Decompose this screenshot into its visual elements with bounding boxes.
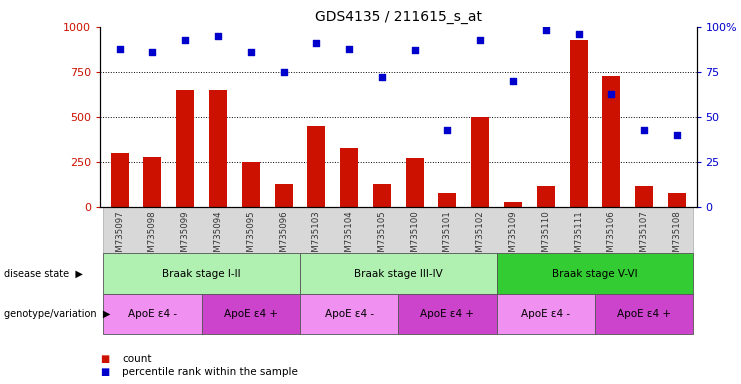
Point: [212, 33, 224, 39]
Title: GDS4135 / 211615_s_at: GDS4135 / 211615_s_at: [315, 10, 482, 25]
Text: ApoE ε4 +: ApoE ε4 +: [420, 309, 474, 319]
Point: [540, 27, 552, 33]
Point: [605, 91, 617, 97]
Point: [442, 127, 453, 133]
Point: [343, 45, 355, 51]
Bar: [602, 76, 620, 207]
Point: [638, 127, 650, 133]
Text: disease state  ▶: disease state ▶: [4, 268, 82, 279]
Text: genotype/variation  ▶: genotype/variation ▶: [4, 309, 110, 319]
Text: count: count: [122, 354, 152, 364]
Text: ■: ■: [100, 367, 109, 377]
Text: ApoE ε4 +: ApoE ε4 +: [224, 309, 278, 319]
Bar: [275, 184, 293, 207]
Bar: [471, 117, 489, 207]
Text: Braak stage I-II: Braak stage I-II: [162, 268, 241, 279]
Bar: [308, 126, 325, 207]
Text: percentile rank within the sample: percentile rank within the sample: [122, 367, 298, 377]
Bar: [536, 186, 555, 207]
Bar: [110, 153, 129, 207]
Point: [507, 78, 519, 84]
Text: Braak stage V-VI: Braak stage V-VI: [552, 268, 638, 279]
Text: ApoE ε4 +: ApoE ε4 +: [617, 309, 671, 319]
Text: ApoE ε4 -: ApoE ε4 -: [128, 309, 177, 319]
Point: [278, 69, 290, 75]
Point: [245, 49, 256, 55]
Text: ApoE ε4 -: ApoE ε4 -: [521, 309, 571, 319]
Bar: [439, 193, 456, 207]
Bar: [242, 162, 260, 207]
Text: ■: ■: [100, 354, 109, 364]
Point: [114, 45, 126, 51]
Text: Braak stage III-IV: Braak stage III-IV: [354, 268, 442, 279]
Bar: [668, 193, 686, 207]
Point: [310, 40, 322, 46]
Point: [573, 31, 585, 37]
Point: [409, 47, 421, 53]
Bar: [405, 158, 424, 207]
Point: [147, 49, 159, 55]
Bar: [176, 90, 194, 207]
Point: [474, 36, 486, 43]
Bar: [209, 90, 227, 207]
Point: [179, 36, 191, 43]
Point: [376, 74, 388, 81]
Bar: [144, 157, 162, 207]
Bar: [340, 148, 358, 207]
Bar: [373, 184, 391, 207]
Bar: [570, 40, 588, 207]
Text: ApoE ε4 -: ApoE ε4 -: [325, 309, 373, 319]
Point: [671, 132, 682, 138]
Bar: [504, 202, 522, 207]
Bar: [635, 186, 653, 207]
